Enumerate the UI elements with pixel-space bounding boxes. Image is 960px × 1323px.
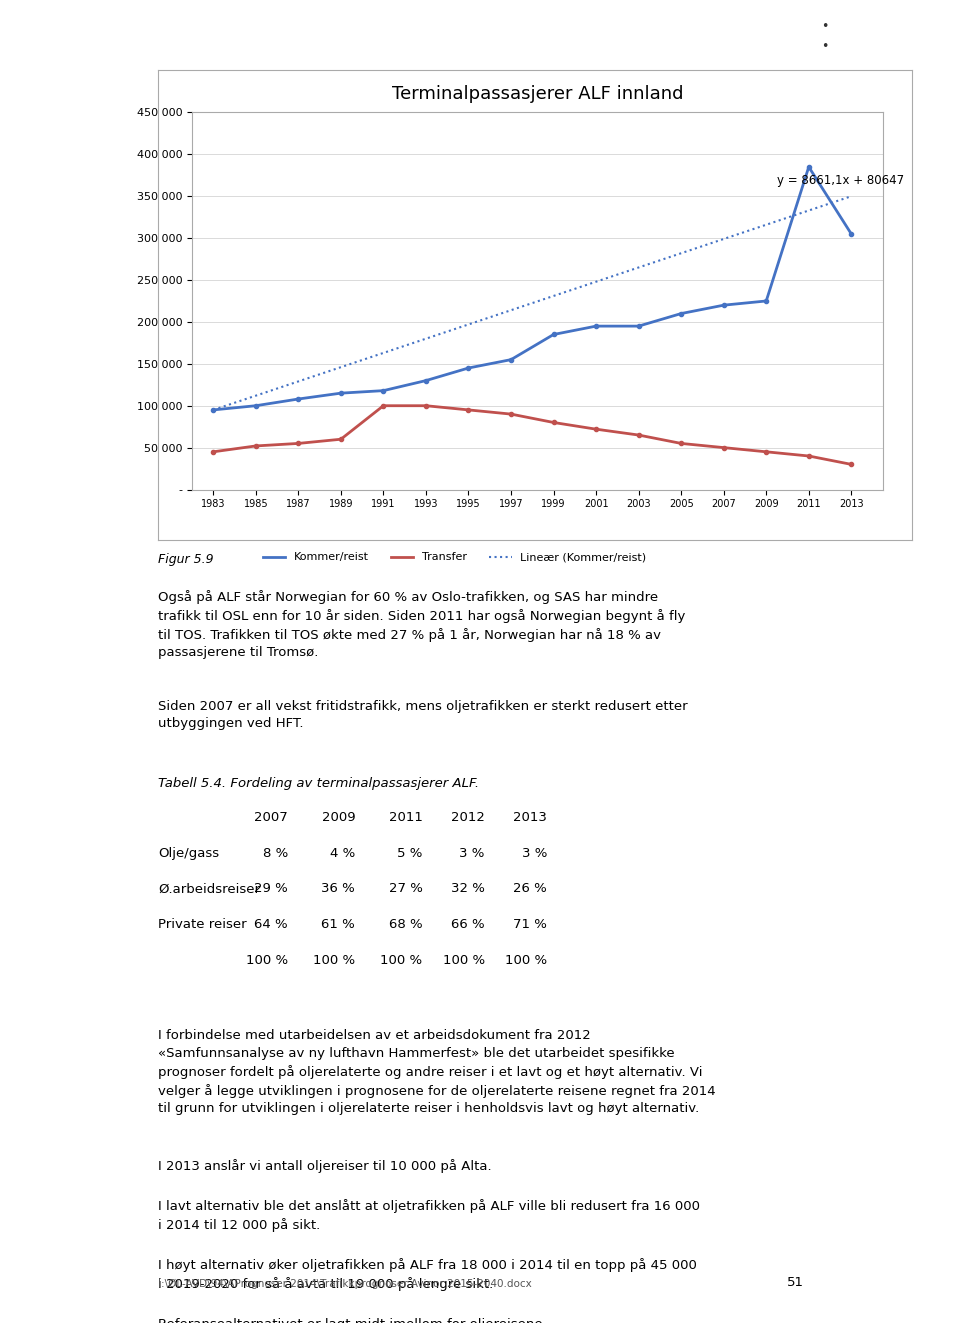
Text: 2009: 2009 — [322, 811, 355, 824]
Text: I:\ØL-AVD\94\APrognoser 2014\Trafikkprognoser Avinor 2015-2040.docx: I:\ØL-AVD\94\APrognoser 2014\Trafikkprog… — [158, 1278, 532, 1289]
Text: 100 %: 100 % — [380, 954, 422, 967]
Text: 66 %: 66 % — [451, 918, 485, 931]
Text: 71 %: 71 % — [514, 918, 547, 931]
Text: 5 %: 5 % — [397, 847, 422, 860]
Title: Terminalpassasjerer ALF innland: Terminalpassasjerer ALF innland — [392, 85, 684, 103]
Text: 32 %: 32 % — [451, 882, 485, 896]
Text: I forbindelse med utarbeidelsen av et arbeidsdokument fra 2012
«Samfunnsanalyse : I forbindelse med utarbeidelsen av et ar… — [158, 1029, 716, 1115]
Text: 3 %: 3 % — [522, 847, 547, 860]
Text: Tabell 5.4. Fordeling av terminalpassasjerer ALF.: Tabell 5.4. Fordeling av terminalpassasj… — [158, 777, 480, 790]
Text: 2007: 2007 — [254, 811, 288, 824]
Text: •: • — [821, 40, 828, 53]
Text: 2013: 2013 — [514, 811, 547, 824]
Text: 100 %: 100 % — [313, 954, 355, 967]
Text: 29 %: 29 % — [254, 882, 288, 896]
Text: y = 8661,1x + 80647: y = 8661,1x + 80647 — [777, 173, 904, 187]
Text: 51: 51 — [787, 1275, 804, 1289]
Text: 26 %: 26 % — [514, 882, 547, 896]
Legend: Kommer/reist, Transfer, Lineær (Kommer/reist): Kommer/reist, Transfer, Lineær (Kommer/r… — [258, 548, 651, 568]
Text: I 2013 anslår vi antall oljereiser til 10 000 på Alta.: I 2013 anslår vi antall oljereiser til 1… — [158, 1159, 492, 1174]
Text: 100 %: 100 % — [505, 954, 547, 967]
Text: 68 %: 68 % — [389, 918, 422, 931]
Text: 2012: 2012 — [451, 811, 485, 824]
Text: Figur 5.9: Figur 5.9 — [158, 553, 214, 566]
Text: Også på ALF står Norwegian for 60 % av Oslo-trafikken, og SAS har mindre
trafikk: Også på ALF står Norwegian for 60 % av O… — [158, 590, 685, 659]
Text: Olje/gass: Olje/gass — [158, 847, 220, 860]
Text: 61 %: 61 % — [322, 918, 355, 931]
Text: •: • — [821, 20, 828, 33]
Text: 8 %: 8 % — [263, 847, 288, 860]
Text: I lavt alternativ ble det anslått at oljetrafikken på ALF ville bli redusert fra: I lavt alternativ ble det anslått at olj… — [158, 1199, 701, 1232]
Text: Referansealternativet er lagt midt imellom for oljereisene.: Referansealternativet er lagt midt imell… — [158, 1318, 547, 1323]
Text: 100 %: 100 % — [443, 954, 485, 967]
Text: Siden 2007 er all vekst fritidstrafikk, mens oljetrafikken er sterkt redusert et: Siden 2007 er all vekst fritidstrafikk, … — [158, 700, 688, 730]
Text: 36 %: 36 % — [322, 882, 355, 896]
Text: 64 %: 64 % — [254, 918, 288, 931]
Text: 100 %: 100 % — [246, 954, 288, 967]
Text: 2011: 2011 — [389, 811, 422, 824]
Text: 27 %: 27 % — [389, 882, 422, 896]
Text: I høyt alternativ øker oljetrafikken på ALF fra 18 000 i 2014 til en topp på 45 : I høyt alternativ øker oljetrafikken på … — [158, 1258, 697, 1291]
Text: Ø.arbeidsreiser: Ø.arbeidsreiser — [158, 882, 260, 896]
Text: 4 %: 4 % — [330, 847, 355, 860]
Text: 3 %: 3 % — [460, 847, 485, 860]
Text: Private reiser: Private reiser — [158, 918, 247, 931]
